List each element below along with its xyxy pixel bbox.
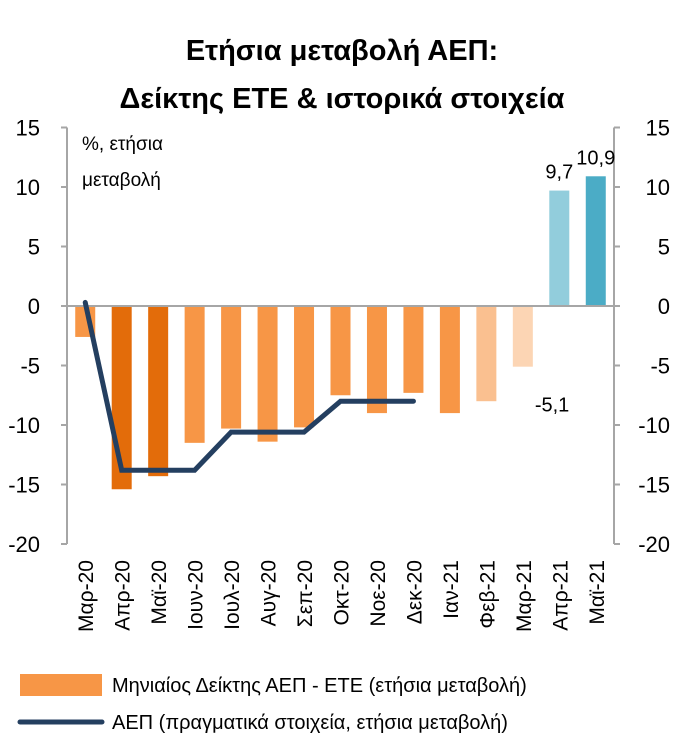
x-tick-label: Μαϊ-20 [148,560,171,625]
bar-Νοε-20 [366,306,387,414]
right-tick-label: 15 [646,116,670,141]
right-tick-label: -20 [638,532,670,557]
unit-note-line-2: μεταβολή [82,170,161,191]
right-tick-label: 10 [646,175,670,200]
bar-Ιουν-20 [184,306,205,443]
x-tick-label: Μαρ-20 [75,560,98,632]
left-tick-label: 5 [28,235,40,260]
bar-Σεπ-20 [294,306,315,428]
data-label: 10,9 [576,147,615,169]
x-tick-label: Σεπ-20 [294,560,317,627]
x-tick-label: Ιουλ-20 [221,560,244,630]
bar-Ιουλ-20 [221,306,242,429]
left-tick-label: 0 [28,294,40,319]
bar-Μαϊ-20 [148,306,169,477]
legend-swatch-bar [20,674,102,696]
chart-title-line-2: Δείκτης ΕΤΕ & ιστορικά στοιχεία [119,83,564,115]
x-tick-label: Ιουν-20 [185,560,208,630]
right-tick-label: 5 [658,235,670,260]
x-tick-label: Αυγ-20 [258,560,281,626]
x-tick-label: Φεβ-21 [476,560,499,629]
bar-Ιαν-21 [439,306,460,414]
right-tick-label: 0 [658,294,670,319]
left-tick-label: 10 [16,175,40,200]
unit-note-line-1: %, ετήσια [82,134,163,155]
bar-Αυγ-20 [257,306,278,442]
x-tick-label: Μαϊ-21 [586,560,609,625]
bar-Δεκ-20 [403,306,424,393]
bar-Φεβ-21 [476,306,497,402]
left-tick-label: -5 [20,354,40,379]
x-tick-label: Ιαν-21 [440,560,463,619]
right-tick-label: -10 [638,413,670,438]
legend-label-bar: Μηνιαίος Δείκτης ΑΕΠ - ΕΤΕ (ετήσια μεταβ… [112,675,527,697]
bar-Μαϊ-21 [585,176,606,306]
gdp-actual-line [82,299,416,473]
x-tick-label: Δεκ-20 [403,560,426,624]
chart-title-line-1: Ετήσια μεταβολή ΑΕΠ: [186,35,498,67]
x-tick-label: Απρ-20 [112,560,135,631]
data-label: 9,7 [545,162,573,184]
legend: Μηνιαίος Δείκτης ΑΕΠ - ΕΤΕ (ετήσια μεταβ… [17,674,527,734]
x-tick-label: Οκτ-20 [331,560,354,625]
right-tick-label: -15 [638,473,670,498]
bar-Οκτ-20 [330,306,351,396]
right-tick-label: -5 [650,354,670,379]
left-tick-label: 15 [16,116,40,141]
x-tick-label: Απρ-21 [549,560,572,631]
left-tick-label: -10 [8,413,40,438]
x-tick-label: Νοε-20 [367,560,390,627]
x-tick-label: Μαρ-21 [513,560,536,632]
left-tick-label: -15 [8,473,40,498]
bar-Απρ-21 [549,190,570,306]
bar-Μαρ-21 [512,306,533,367]
data-label: -5,1 [535,395,569,417]
legend-label-line: ΑΕΠ (πραγματικά στοιχεία, ετήσια μεταβολ… [112,712,508,734]
left-tick-label: -20 [8,532,40,557]
